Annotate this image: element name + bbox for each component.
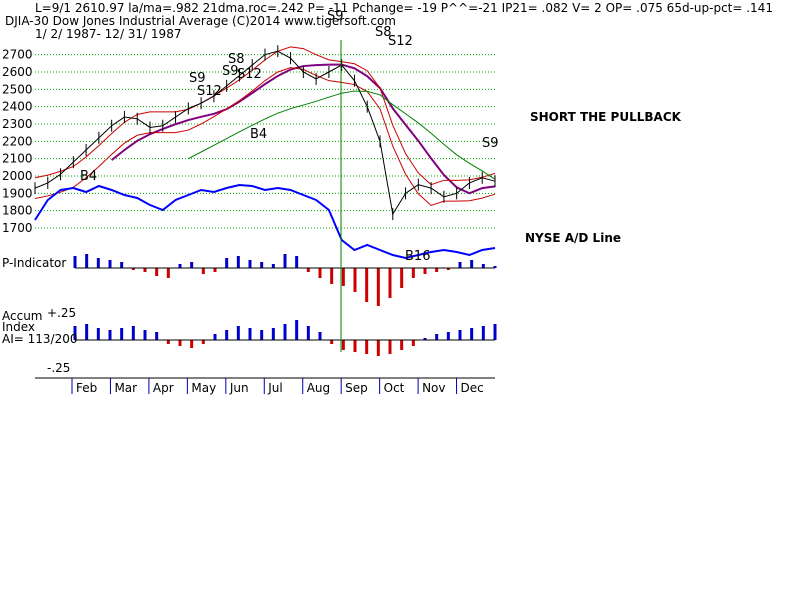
signal-label: S8 (375, 25, 392, 40)
month-label: Jun (229, 381, 249, 395)
signal-label: S12 (237, 67, 262, 82)
y-tick-label: 1800 (2, 204, 33, 218)
nyse-ad-line (34, 183, 496, 260)
p-indicator-label: P-Indicator (2, 256, 66, 270)
y-tick-label: 2500 (2, 82, 33, 96)
ma-green-line (188, 90, 496, 180)
accum-bottom-label: -.25 (47, 361, 70, 375)
signal-label: S12 (197, 84, 222, 99)
price-bars (34, 45, 496, 221)
y-tick-label: 2200 (2, 134, 33, 148)
accum-top-label: +.25 (47, 306, 76, 320)
y-tick-label: 2600 (2, 65, 33, 79)
signal-label: S9 (189, 71, 206, 86)
month-label: Nov (422, 381, 445, 395)
signal-label: S9 (222, 64, 239, 79)
signal-label: S8 (228, 52, 245, 67)
signal-label: S12 (388, 34, 413, 49)
y-tick-label: 2400 (2, 100, 33, 114)
y-tick-label: 2300 (2, 117, 33, 131)
month-label: Oct (384, 381, 405, 395)
price-y-axis: 2700 2600 2500 2400 2300 2200 2100 2000 1900 1800… (2, 48, 33, 235)
short-the-pullback-note: SHORT THE PULLBACK (530, 110, 682, 124)
month-label: May (191, 381, 216, 395)
signal-label: B4 (80, 169, 97, 184)
month-label: Sep (345, 381, 368, 395)
header-line2: DJIA-30 Dow Jones Industrial Average (C)… (5, 14, 396, 28)
lower-band-line (34, 67, 496, 207)
indicator-lines (34, 46, 497, 356)
accum-label: Accum (2, 309, 43, 323)
header-line3: 1/ 2/ 1987- 12/ 31/ 1987 (35, 27, 181, 41)
month-label: Mar (114, 381, 137, 395)
month-label: Aug (307, 381, 330, 395)
month-label: Dec (461, 381, 484, 395)
y-tick-label: 1700 (2, 221, 33, 235)
upper-band-line (34, 46, 496, 186)
signal-label: B16 (405, 249, 430, 264)
price-line (34, 50, 496, 216)
signal-label: B4 (250, 127, 267, 142)
y-tick-label: 2700 (2, 48, 33, 62)
y-tick-label: 2100 (2, 152, 33, 166)
y-tick-label: 1900 (2, 186, 33, 200)
ma-purple-line (111, 63, 496, 195)
month-label: Feb (76, 381, 97, 395)
y-tick-label: 2000 (2, 169, 33, 183)
month-label: Jul (267, 381, 282, 395)
header-line1: L=9/1 2610.97 la/ma=.982 21dma.roc=.242 … (35, 1, 773, 15)
month-label: Apr (153, 381, 174, 395)
signal-label: S9 (482, 136, 499, 151)
nyse-ad-line-label: NYSE A/D Line (525, 231, 621, 245)
signal-label: S9 (327, 9, 344, 24)
index-label: Index (2, 320, 35, 334)
ai-label: AI= 113/200 (2, 332, 77, 346)
month-axis: Feb Mar Apr May Jun Jul Aug Sep Oct Nov Dec (35, 377, 495, 395)
